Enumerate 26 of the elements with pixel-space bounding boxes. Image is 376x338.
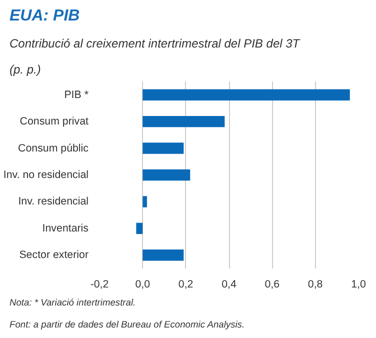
x-tick-label: 0,8	[308, 278, 323, 290]
x-tick-label: 0,4	[222, 278, 236, 290]
bar	[142, 169, 190, 181]
bar	[142, 142, 184, 154]
chart-subtitle: Contribució al creixement intertrimestral del PIB del 3T	[10, 36, 302, 50]
y-tick-label: Inv. no residencial	[3, 169, 89, 181]
y-tick-label: Consum públic	[18, 142, 90, 154]
y-tick-label: PIB *	[64, 88, 89, 101]
text: Nota: * Variació intertrimestral.	[10, 298, 136, 308]
bar	[142, 250, 184, 261]
y-tick-label: Inv. residencial	[18, 196, 89, 208]
bar	[136, 222, 143, 234]
text: Font: a partir de dades del Bureau of Economic Analysis.	[10, 320, 245, 330]
x-tick-label: 0,2	[178, 278, 194, 290]
x-tick-label: 0,6	[264, 278, 280, 290]
x-tick-label: 1,0	[351, 278, 366, 290]
chart-title: EUA: PIB	[10, 8, 80, 24]
y-tick-label: Sector exterior	[19, 249, 89, 262]
bar	[142, 116, 225, 128]
y-tick-label: Inventaris	[42, 222, 89, 234]
y-tick-label: Consum privat	[20, 116, 89, 128]
x-tick-label: -0,2	[90, 278, 109, 290]
x-tick-label: 0,0	[135, 278, 150, 290]
bar	[142, 196, 147, 208]
bar	[142, 89, 350, 100]
x-axis-title: (p. p.)	[10, 62, 41, 76]
